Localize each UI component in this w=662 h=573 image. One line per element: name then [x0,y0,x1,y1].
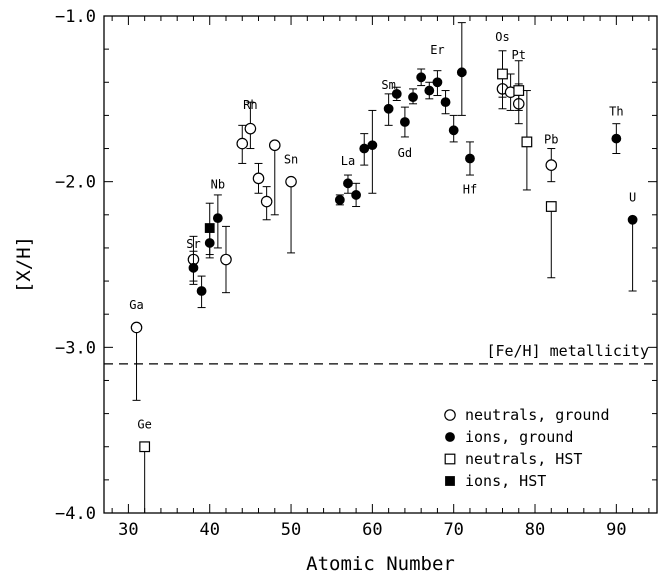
x-tick-label: 60 [362,520,382,540]
data-point [497,68,508,80]
data-point [359,143,370,154]
data-point [545,201,557,212]
element-label: Pt [512,48,526,62]
x-axis-title: Atomic Number [306,553,455,573]
y-tick-label: −2.0 [55,173,96,193]
y-tick-label: −3.0 [55,338,96,358]
data-point [220,253,232,266]
element-label: Os [495,30,509,44]
data-point [408,92,418,103]
data-point [465,153,475,164]
data-point [351,190,362,200]
data-point [399,117,410,127]
element-label: Ge [137,418,151,432]
data-point [204,223,215,233]
series-neutrals_ground [130,70,558,401]
legend-label: neutrals, ground [465,406,610,424]
reference-line-group: [Fe/H] metallicity [104,342,657,365]
data-point [448,125,459,136]
element-label: Hf [463,182,477,196]
y-axis-title: [X/H] [13,236,35,293]
data-point [343,178,353,189]
legend-marker [444,409,456,421]
legend-label: neutrals, HST [465,450,582,468]
data-point [212,213,223,224]
data-series [130,22,638,513]
legend-marker [445,432,455,442]
data-point [334,194,345,205]
x-tick-label: 50 [281,520,301,540]
data-point [196,286,207,296]
axes: 30 40 50 60 70 80 90 −4.0 −3.0 −2.0 −1.0 Atomic Num… [13,7,657,573]
data-point [367,140,378,151]
plot-frame [103,15,658,514]
series-ions_hst [204,202,215,256]
y-tick-label: −1.0 [55,7,96,27]
x-tick-label: 70 [443,520,463,540]
x-tick-label: 30 [118,520,138,540]
element-label: Sm [381,78,395,92]
data-point [285,175,297,188]
x-tick-label: 40 [199,520,219,540]
data-point [627,214,638,225]
data-point [513,85,525,96]
element-label: Sn [284,152,298,166]
data-point [383,103,394,114]
series-neutrals_hst [139,50,557,513]
series-ions_ground [188,22,638,309]
data-point [260,195,273,208]
element-label: Nb [211,177,225,191]
element-label: Sr [186,237,200,251]
element-label: U [629,191,636,205]
legend: neutrals, ground ions, ground neutrals, HS… [444,406,610,490]
data-point [545,159,558,171]
data-point [611,133,622,144]
data-point [188,262,199,273]
element-label: Gd [398,146,412,160]
element-label: Er [430,43,444,57]
plot-area [103,15,658,514]
data-point [236,137,249,150]
data-point [432,77,443,88]
x-tick-label: 80 [525,520,545,540]
element-label: Ga [129,298,143,312]
y-tick-label: −4.0 [55,504,96,524]
data-point [440,97,451,108]
element-label: Th [609,104,623,118]
data-point [391,88,402,99]
metallicity-label: [Fe/H] metallicity [486,342,649,360]
element-label: La [341,154,355,168]
data-point [268,139,281,152]
data-point [244,122,257,135]
legend-marker [444,453,456,465]
legend-label: ions, HST [465,472,546,490]
legend-label: ions, ground [465,428,573,446]
data-point [416,72,427,83]
data-point [521,136,533,148]
element-label: Rh [243,98,257,112]
data-point [139,441,151,453]
data-point [252,172,265,185]
data-point [130,321,143,334]
x-tick-label: 90 [606,520,626,540]
data-point [456,67,467,78]
data-point [424,85,435,96]
legend-marker [445,476,455,486]
element-label: Pb [544,133,558,147]
